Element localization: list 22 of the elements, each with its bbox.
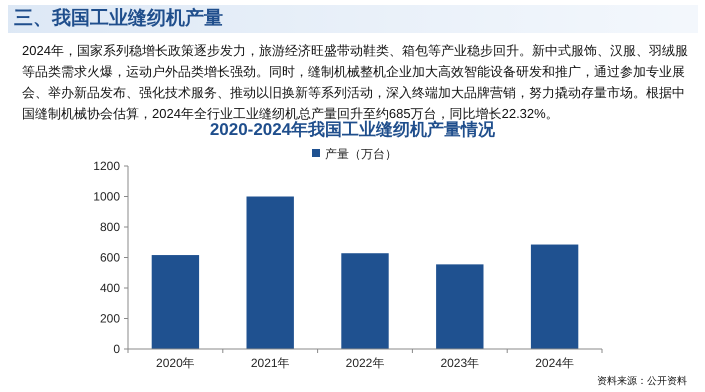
x-tick-label: 2023年 [440, 356, 480, 370]
x-tick-label: 2020年 [156, 356, 195, 370]
chart-title: 三、我国工业缝纫机产量 [14, 7, 223, 31]
legend-label: 产量（万台） [325, 147, 397, 161]
y-tick-label: 400 [100, 281, 120, 295]
y-tick-label: 0 [113, 342, 120, 356]
bar [341, 253, 389, 349]
y-tick-label: 800 [100, 220, 120, 234]
y-tick-label: 600 [100, 250, 120, 264]
text: 2024年，国家系列稳增长政策逐步发力，旅游经济旺盛带动鞋类、箱包等产业稳步回升。新中式服饰、汉服、羽绒服等品类需求火爆，运动户外品类增长强劲。同时，缝制机械整机企业加大高效智能设备研发和推广，通过参加专业展会、举办新品发布、强化技术服务、推动以旧换新等系列活动，深入终端加大品牌营销，努力撬动存量市场。根据中国缝制机械协会估算，2024年全行业工业缝纫机总产量回升至约685万台，同比增长22.32%。 [22, 42, 689, 121]
chart-subtitle: 2020-2024年我国工业缝纫机产量情况 [208, 120, 496, 141]
x-tick-label: 2022年 [346, 356, 384, 370]
x-tick-label: 2021年 [250, 356, 290, 370]
x-tick-label: 2024年 [535, 356, 574, 370]
text: 资料来源：公开资料 [597, 374, 687, 388]
y-tick-label: 1200 [93, 159, 120, 173]
bar [436, 264, 484, 349]
y-tick-label: 200 [100, 312, 120, 326]
bar [530, 244, 578, 349]
bar [246, 196, 294, 349]
bar [152, 255, 200, 349]
y-tick-label: 1000 [93, 190, 120, 204]
